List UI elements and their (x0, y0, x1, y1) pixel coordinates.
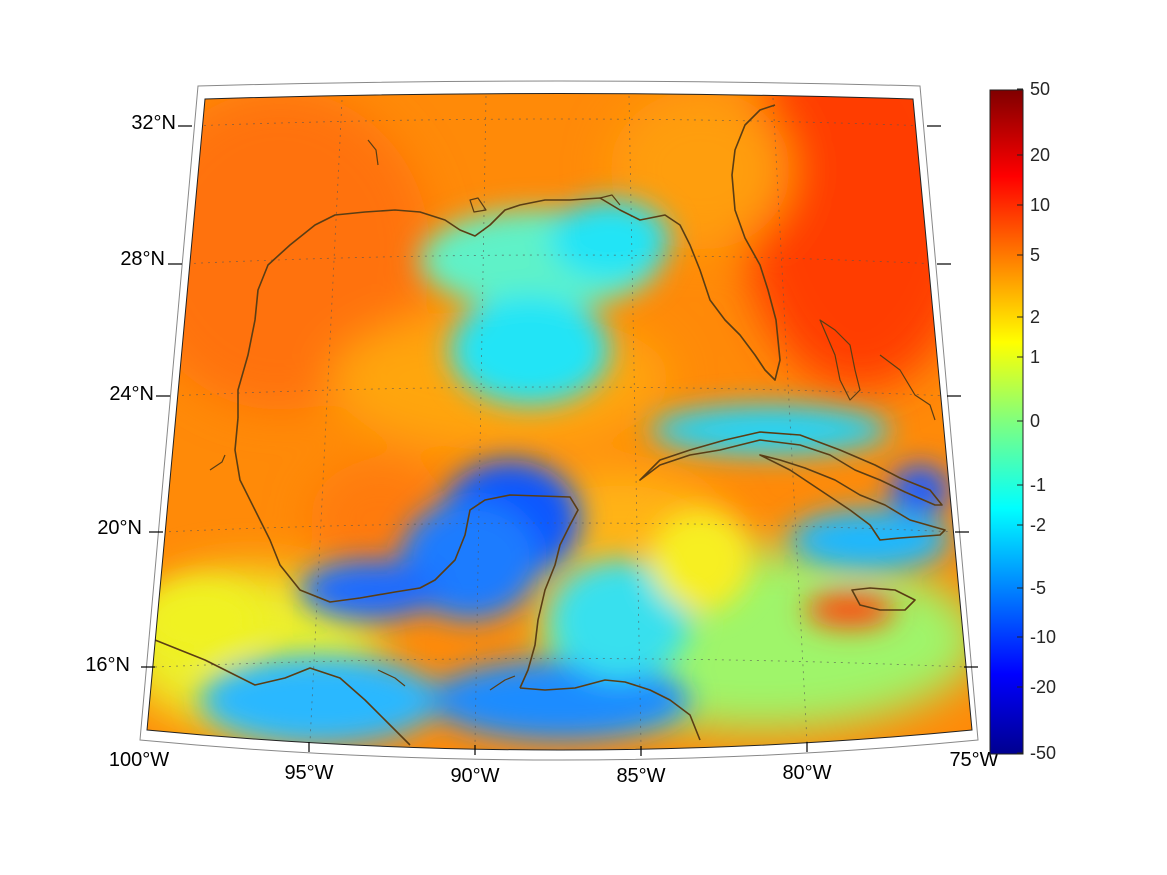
lon-label-75w: 75°W (949, 749, 998, 771)
lon-label-100w: 100°W (109, 749, 169, 771)
lat-label-32n: 32°N (131, 112, 176, 134)
lat-label-24n: 24°N (109, 383, 154, 405)
colorbar-tick-label: -5 (1030, 578, 1046, 598)
map-field (147, 93, 972, 750)
colorbar-tick-label: 50 (1030, 79, 1050, 99)
map-tick-marks (141, 125, 978, 756)
lon-label-85w: 85°W (616, 765, 665, 787)
longitude-labels: 100°W 95°W 90°W 85°W 80°W 75°W (109, 749, 999, 787)
colorbar-tick-label: -1 (1030, 475, 1046, 495)
graticule (154, 95, 966, 747)
colorbar-tick-label: 2 (1030, 307, 1040, 327)
colorbar-tick-label: 1 (1030, 347, 1040, 367)
colorbar-tick-label: -50 (1030, 743, 1056, 763)
colorbar-tick-label: 0 (1030, 411, 1040, 431)
lon-label-90w: 90°W (450, 765, 499, 787)
colorbar-tick-label: -10 (1030, 627, 1056, 647)
map-frame (139, 80, 979, 761)
coastlines (154, 104, 946, 746)
lat-label-28n: 28°N (120, 248, 165, 270)
lon-label-95w: 95°W (284, 762, 333, 784)
colorbar-tick-label: 5 (1030, 245, 1040, 265)
lon-label-80w: 80°W (782, 762, 831, 784)
field-blobs-small (147, 200, 950, 745)
lat-label-16n: 16°N (85, 654, 130, 676)
latitude-labels: 32°N 28°N 24°N 20°N 16°N (85, 112, 176, 676)
colorbar-tick-label: -2 (1030, 515, 1046, 535)
colorbar-gradient (989, 89, 1024, 755)
colorbar-tick-label: 10 (1030, 195, 1050, 215)
lat-label-20n: 20°N (97, 517, 142, 539)
colorbar-tick-label: -20 (1030, 677, 1056, 697)
colorbar-tick-label: 20 (1030, 145, 1050, 165)
